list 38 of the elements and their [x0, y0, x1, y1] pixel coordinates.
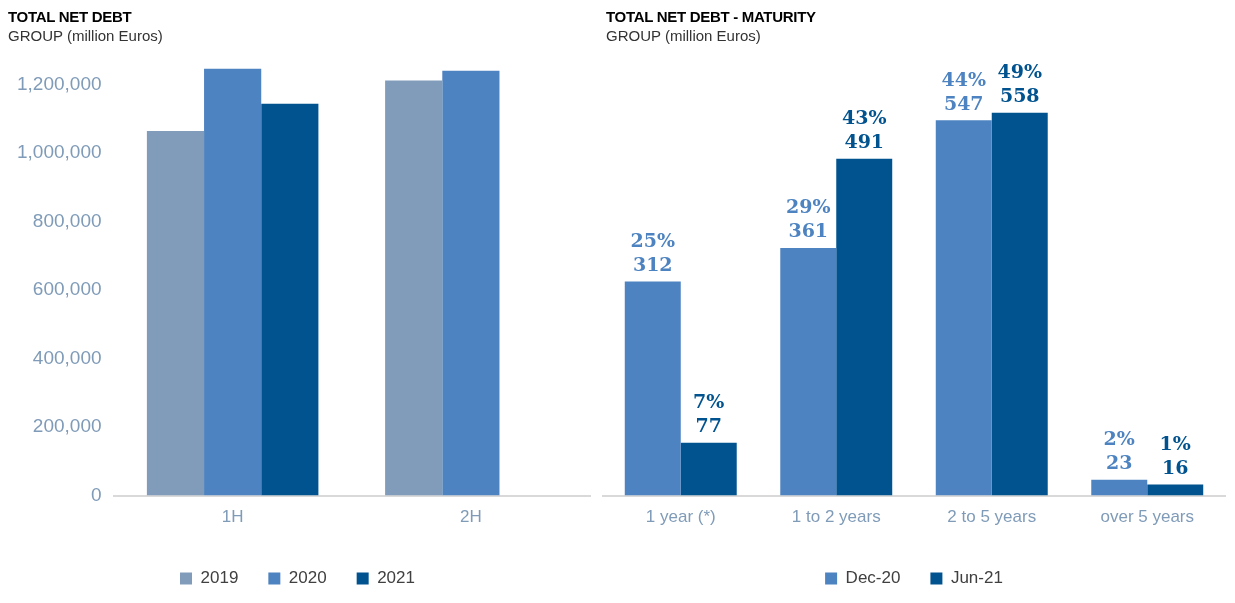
legend-label: 2020 [288, 568, 327, 588]
y-tick-label: 400,000 [32, 346, 102, 368]
data-label: 25% 312 [630, 229, 676, 276]
bar [935, 120, 992, 496]
y-tick-label: 600,000 [32, 278, 102, 300]
y-tick-label: 200,000 [32, 415, 102, 437]
data-label: 2% 23 [1103, 427, 1135, 474]
bar [680, 442, 737, 496]
x-tick-label: 2H [460, 507, 482, 527]
chart-subtitle: GROUP (million Euros) [606, 27, 762, 44]
data-label: 43% 491 [841, 106, 887, 153]
legend-label: 2021 [377, 568, 415, 588]
bar [991, 112, 1048, 496]
chart-title: TOTAL NET DEBT [8, 8, 133, 25]
bar [836, 158, 893, 496]
data-label: 7% 77 [693, 390, 725, 437]
data-label: 1% 16 [1159, 432, 1191, 479]
x-tick-label: 1 year (*) [645, 507, 716, 527]
data-label: 44% 547 [941, 67, 987, 114]
x-tick-label: 2 to 5 years [947, 507, 1037, 527]
bar [1091, 479, 1148, 496]
legend-label: 2019 [200, 568, 239, 588]
y-tick-label: 0 [90, 483, 102, 505]
y-tick-label: 800,000 [32, 209, 102, 231]
chart-subtitle: GROUP (million Euros) [8, 27, 164, 44]
bar [1147, 484, 1204, 496]
legend-label: Dec-20 [845, 568, 901, 588]
data-label: 49% 558 [997, 60, 1042, 107]
y-tick-label: 1,200,000 [16, 72, 102, 94]
y-tick-label: 1,000,000 [16, 141, 102, 163]
bar [780, 247, 837, 496]
x-tick-label: over 5 years [1100, 507, 1195, 527]
x-tick-label: 1H [221, 507, 244, 527]
legend-label: Jun-21 [950, 568, 1003, 588]
x-tick-label: 1 to 2 years [791, 507, 881, 527]
chart-title: TOTAL NET DEBT - MATURITY [606, 8, 817, 25]
data-label: 29% 361 [786, 195, 831, 242]
bar [624, 281, 681, 496]
